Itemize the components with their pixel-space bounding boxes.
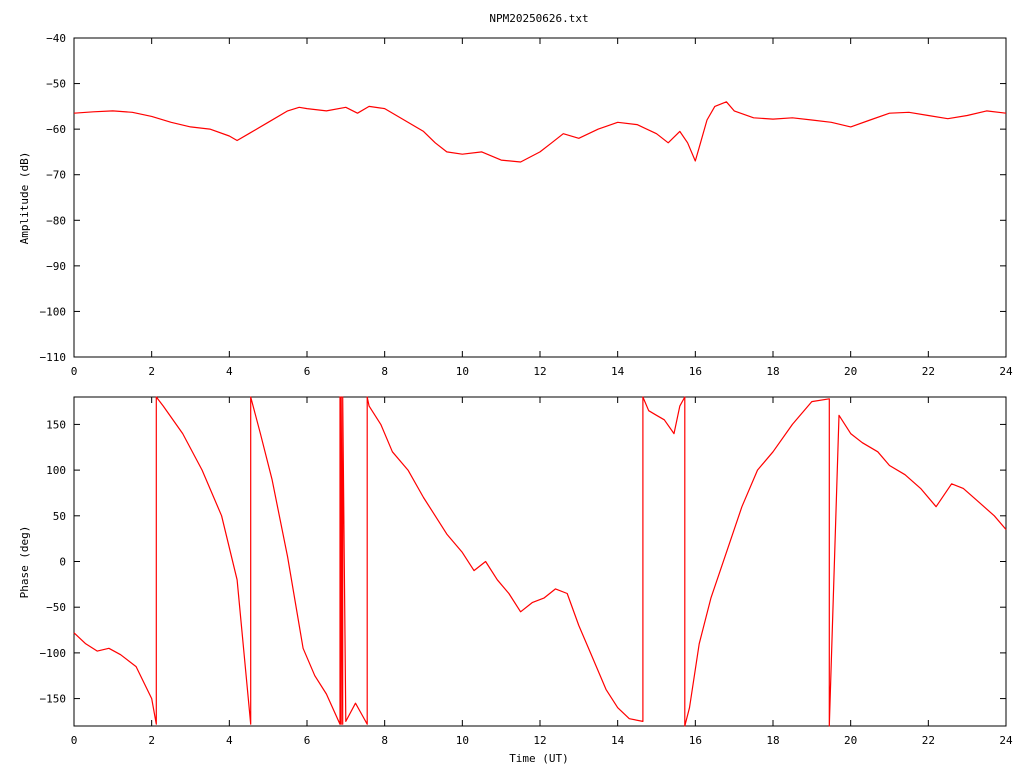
amplitude-x-tick-label: 14 [611, 365, 625, 378]
phase-y-tick-label: 100 [46, 464, 66, 477]
amplitude-y-tick-label: −60 [46, 123, 66, 136]
phase-x-tick-label: 10 [456, 734, 469, 747]
phase-x-tick-label: 16 [689, 734, 702, 747]
amplitude-y-tick-label: −110 [40, 351, 67, 364]
amplitude-x-tick-label: 12 [533, 365, 546, 378]
phase-x-tick-label: 0 [71, 734, 78, 747]
amplitude-y-tick-label: −90 [46, 260, 66, 273]
phase-y-tick-label: −100 [40, 647, 67, 660]
amplitude-x-tick-label: 20 [844, 365, 857, 378]
amplitude-y-tick-label: −70 [46, 169, 66, 182]
phase-series-line [73, 396, 1007, 727]
amplitude-x-tick-label: 2 [148, 365, 155, 378]
phase-y-tick-label: −150 [40, 693, 67, 706]
amplitude-y-tick-label: −50 [46, 78, 66, 91]
phase-x-tick-label: 8 [381, 734, 388, 747]
phase-x-axis-label: Time (UT) [509, 752, 569, 765]
phase-x-tick-label: 22 [922, 734, 935, 747]
amplitude-panel: 0 2 4 6 8 10 12 14 16 18 20 22 24−40−50−60−70−80−90−… [18, 32, 1013, 378]
amplitude-y-tick-label: −80 [46, 214, 66, 227]
phase-y-tick-label: 0 [59, 556, 66, 569]
amplitude-x-tick-label: 18 [766, 365, 779, 378]
chart-title: NPM20250626.txt [489, 12, 588, 25]
amplitude-plot-frame [73, 37, 1007, 358]
phase-plot-frame [73, 396, 1007, 727]
amplitude-y-tick-label: −100 [40, 305, 67, 318]
amplitude-x-tick-label: 6 [304, 365, 311, 378]
phase-y-tick-label: 50 [53, 510, 66, 523]
phase-x-tick-label: 6 [304, 734, 311, 747]
amplitude-y-tick-label: −40 [46, 32, 66, 45]
phase-x-tick-label: 12 [533, 734, 546, 747]
phase-x-tick-label: 4 [226, 734, 233, 747]
phase-panel: 0 2 4 6 8 10 12 14 16 18 20 22 24150100500−50−100−15… [18, 396, 1013, 765]
phase-y-tick-label: 150 [46, 418, 66, 431]
phase-x-tick-label: 2 [148, 734, 155, 747]
amplitude-x-tick-label: 10 [456, 365, 469, 378]
amplitude-x-tick-label: 16 [689, 365, 702, 378]
phase-x-tick-label: 24 [999, 734, 1013, 747]
amplitude-x-tick-label: 22 [922, 365, 935, 378]
phase-x-tick-label: 14 [611, 734, 625, 747]
amplitude-x-tick-label: 8 [381, 365, 388, 378]
amplitude-series-line [73, 101, 1007, 163]
amplitude-x-tick-label: 4 [226, 365, 233, 378]
amplitude-y-axis-label: Amplitude (dB) [18, 152, 31, 245]
phase-y-tick-label: −50 [46, 601, 66, 614]
amplitude-x-tick-label: 24 [999, 365, 1013, 378]
phase-x-tick-label: 18 [766, 734, 779, 747]
phase-x-tick-label: 20 [844, 734, 857, 747]
phase-y-axis-label: Phase (deg) [18, 526, 31, 599]
amplitude-x-tick-label: 0 [71, 365, 78, 378]
